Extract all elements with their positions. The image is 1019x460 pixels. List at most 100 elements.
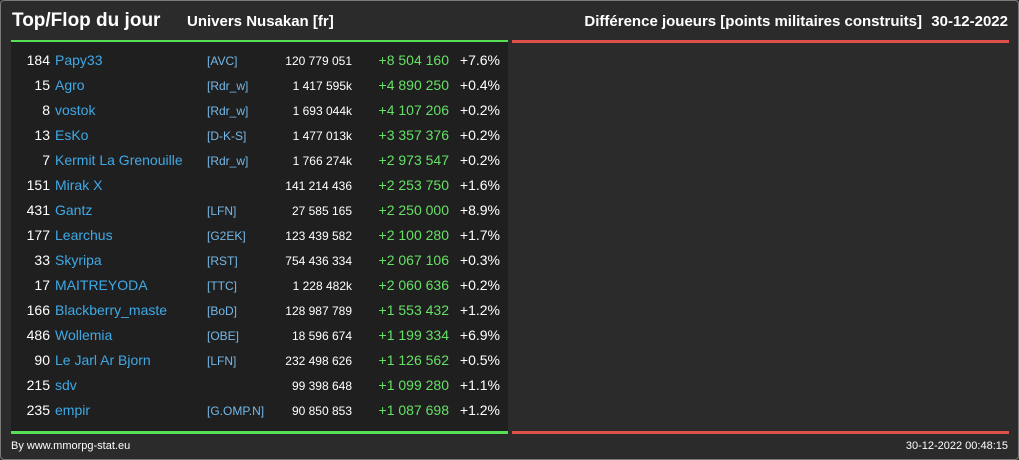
- alliance-tag-link[interactable]: [TTC]: [207, 279, 237, 293]
- player-points: 141 214 436: [285, 179, 352, 193]
- points-difference: +8 504 160: [378, 52, 449, 68]
- points-difference: +2 067 106: [378, 252, 449, 268]
- alliance-tag-link[interactable]: [BoD]: [207, 304, 238, 318]
- player-name-link[interactable]: Kermit La Grenouille: [55, 152, 183, 168]
- percent-change: +0.4%: [459, 77, 500, 93]
- header-date: 30-12-2022: [931, 13, 1008, 30]
- percent-change: +0.2%: [459, 127, 500, 143]
- points-difference: +1 553 432: [378, 302, 449, 318]
- percent-change: +1.6%: [459, 177, 500, 193]
- alliance-tag-link[interactable]: [Rdr_w]: [207, 154, 249, 168]
- player-points: 1 766 274k: [292, 154, 352, 168]
- player-name-link[interactable]: MAITREYODA: [55, 277, 148, 293]
- alliance-tag-link[interactable]: [G2EK]: [207, 229, 246, 243]
- points-difference: +1 099 280: [378, 377, 449, 393]
- player-name-link[interactable]: empir: [55, 402, 91, 418]
- player-rank: 215: [26, 377, 50, 393]
- player-name-link[interactable]: Gantz: [55, 202, 93, 218]
- top-panel-bar: [11, 40, 508, 43]
- points-difference: +2 060 636: [378, 277, 449, 293]
- player-rank: 17: [34, 277, 50, 293]
- player-points: 128 987 789: [285, 304, 352, 318]
- flop-panel-bar-bottom: [512, 431, 1009, 434]
- table-row: 177 Learchus [G2EK] 123 439 582 +2 100 280 +1…: [11, 223, 508, 248]
- player-rank: 15: [34, 77, 50, 93]
- points-difference: +2 973 547: [378, 152, 449, 168]
- table-row: 33 Skyripa [RST] 754 436 334 +2 067 106 +0.3%: [11, 248, 508, 273]
- player-points: 99 398 648: [291, 379, 352, 393]
- player-name-link[interactable]: Wollemia: [55, 327, 113, 343]
- percent-change: +1.2%: [459, 302, 500, 318]
- points-difference: +2 250 000: [378, 202, 449, 218]
- player-name-link[interactable]: EsKo: [55, 127, 89, 143]
- player-points: 18 596 674: [291, 329, 352, 343]
- top-panel-bar-bottom: [11, 431, 508, 434]
- player-points: 1 228 482k: [292, 279, 352, 293]
- percent-change: +1.7%: [459, 227, 500, 243]
- player-name-link[interactable]: Mirak X: [55, 177, 103, 193]
- table-row: 15 Agro [Rdr_w] 1 417 595k +4 890 250 +0.4%: [11, 73, 508, 98]
- player-name-link[interactable]: Papy33: [55, 52, 103, 68]
- page-title: Top/Flop du jour: [12, 10, 161, 31]
- player-points: 1 477 013k: [292, 129, 352, 143]
- table-row: 17 MAITREYODA [TTC] 1 228 482k +2 060 636 +0.…: [11, 273, 508, 298]
- table-row: 235 empir [G.OMP.N] 90 850 853 +1 087 698 +1.…: [11, 398, 508, 423]
- alliance-tag-link[interactable]: [G.OMP.N]: [207, 404, 265, 418]
- table-row: 166 Blackberry_maste [BoD] 128 987 789 +1 55…: [11, 298, 508, 323]
- player-rank: 177: [26, 227, 50, 243]
- player-name-link[interactable]: Skyripa: [55, 252, 102, 268]
- points-difference: +2 100 280: [378, 227, 449, 243]
- percent-change: +0.2%: [459, 102, 500, 118]
- player-rank: 486: [26, 327, 50, 343]
- alliance-tag-link[interactable]: [OBE]: [207, 329, 240, 343]
- percent-change: +0.2%: [459, 152, 500, 168]
- player-rank: 8: [42, 102, 50, 118]
- table-row: 7 Kermit La Grenouille [Rdr_w] 1 766 274k +2…: [11, 148, 508, 173]
- alliance-tag-link[interactable]: [Rdr_w]: [207, 104, 249, 118]
- player-name-link[interactable]: Le Jarl Ar Bjorn: [55, 352, 151, 368]
- alliance-tag-link[interactable]: [D-K-S]: [207, 129, 247, 143]
- player-rank: 166: [26, 302, 50, 318]
- table-row: 90 Le Jarl Ar Bjorn [LFN] 232 498 626 +1 126…: [11, 348, 508, 373]
- player-name-link[interactable]: Learchus: [55, 227, 113, 243]
- source-credit: By www.mmorpg-stat.eu: [11, 440, 131, 452]
- alliance-tag-link[interactable]: [RST]: [207, 254, 238, 268]
- flop-panel-bar: [512, 40, 1009, 43]
- percent-change: +8.9%: [459, 202, 500, 218]
- table-row: 486 Wollemia [OBE] 18 596 674 +1 199 334 +6.9…: [11, 323, 508, 348]
- player-points: 90 850 853: [291, 404, 352, 418]
- points-difference: +4 107 206: [378, 102, 449, 118]
- player-rank: 90: [34, 352, 50, 368]
- percent-change: +1.2%: [459, 402, 500, 418]
- percent-change: +7.6%: [459, 52, 500, 68]
- player-name-link[interactable]: Blackberry_maste: [55, 302, 168, 318]
- points-difference: +1 126 562: [378, 352, 449, 368]
- player-rank: 33: [34, 252, 50, 268]
- player-name-link[interactable]: Agro: [55, 77, 85, 93]
- alliance-tag-link[interactable]: [AVC]: [207, 54, 238, 68]
- player-rank: 13: [34, 127, 50, 143]
- points-difference: +1 087 698: [378, 402, 449, 418]
- points-difference: +4 890 250: [378, 77, 449, 93]
- player-rank: 151: [26, 177, 50, 193]
- alliance-tag-link[interactable]: [LFN]: [207, 204, 237, 218]
- alliance-tag-link[interactable]: [Rdr_w]: [207, 79, 249, 93]
- player-points: 754 436 334: [285, 254, 352, 268]
- percent-change: +0.2%: [459, 277, 500, 293]
- player-rank: 431: [26, 202, 50, 218]
- universe-label: Univers Nusakan [fr]: [187, 13, 334, 30]
- ranking-subtitle: Différence joueurs [points militaires co…: [584, 13, 922, 30]
- table-row: 13 EsKo [D-K-S] 1 477 013k +3 357 376 +0.2%: [11, 123, 508, 148]
- player-points: 232 498 626: [285, 354, 352, 368]
- points-difference: +1 199 334: [378, 327, 449, 343]
- percent-change: +6.9%: [459, 327, 500, 343]
- points-difference: +2 253 750: [378, 177, 449, 193]
- player-points: 123 439 582: [285, 229, 352, 243]
- percent-change: +0.5%: [459, 352, 500, 368]
- top-panel: [11, 42, 508, 432]
- player-name-link[interactable]: vostok: [55, 102, 96, 118]
- table-row: 8 vostok [Rdr_w] 1 693 044k +4 107 206 +0.2%: [11, 98, 508, 123]
- player-name-link[interactable]: sdv: [55, 377, 77, 393]
- percent-change: +0.3%: [459, 252, 500, 268]
- alliance-tag-link[interactable]: [LFN]: [207, 354, 237, 368]
